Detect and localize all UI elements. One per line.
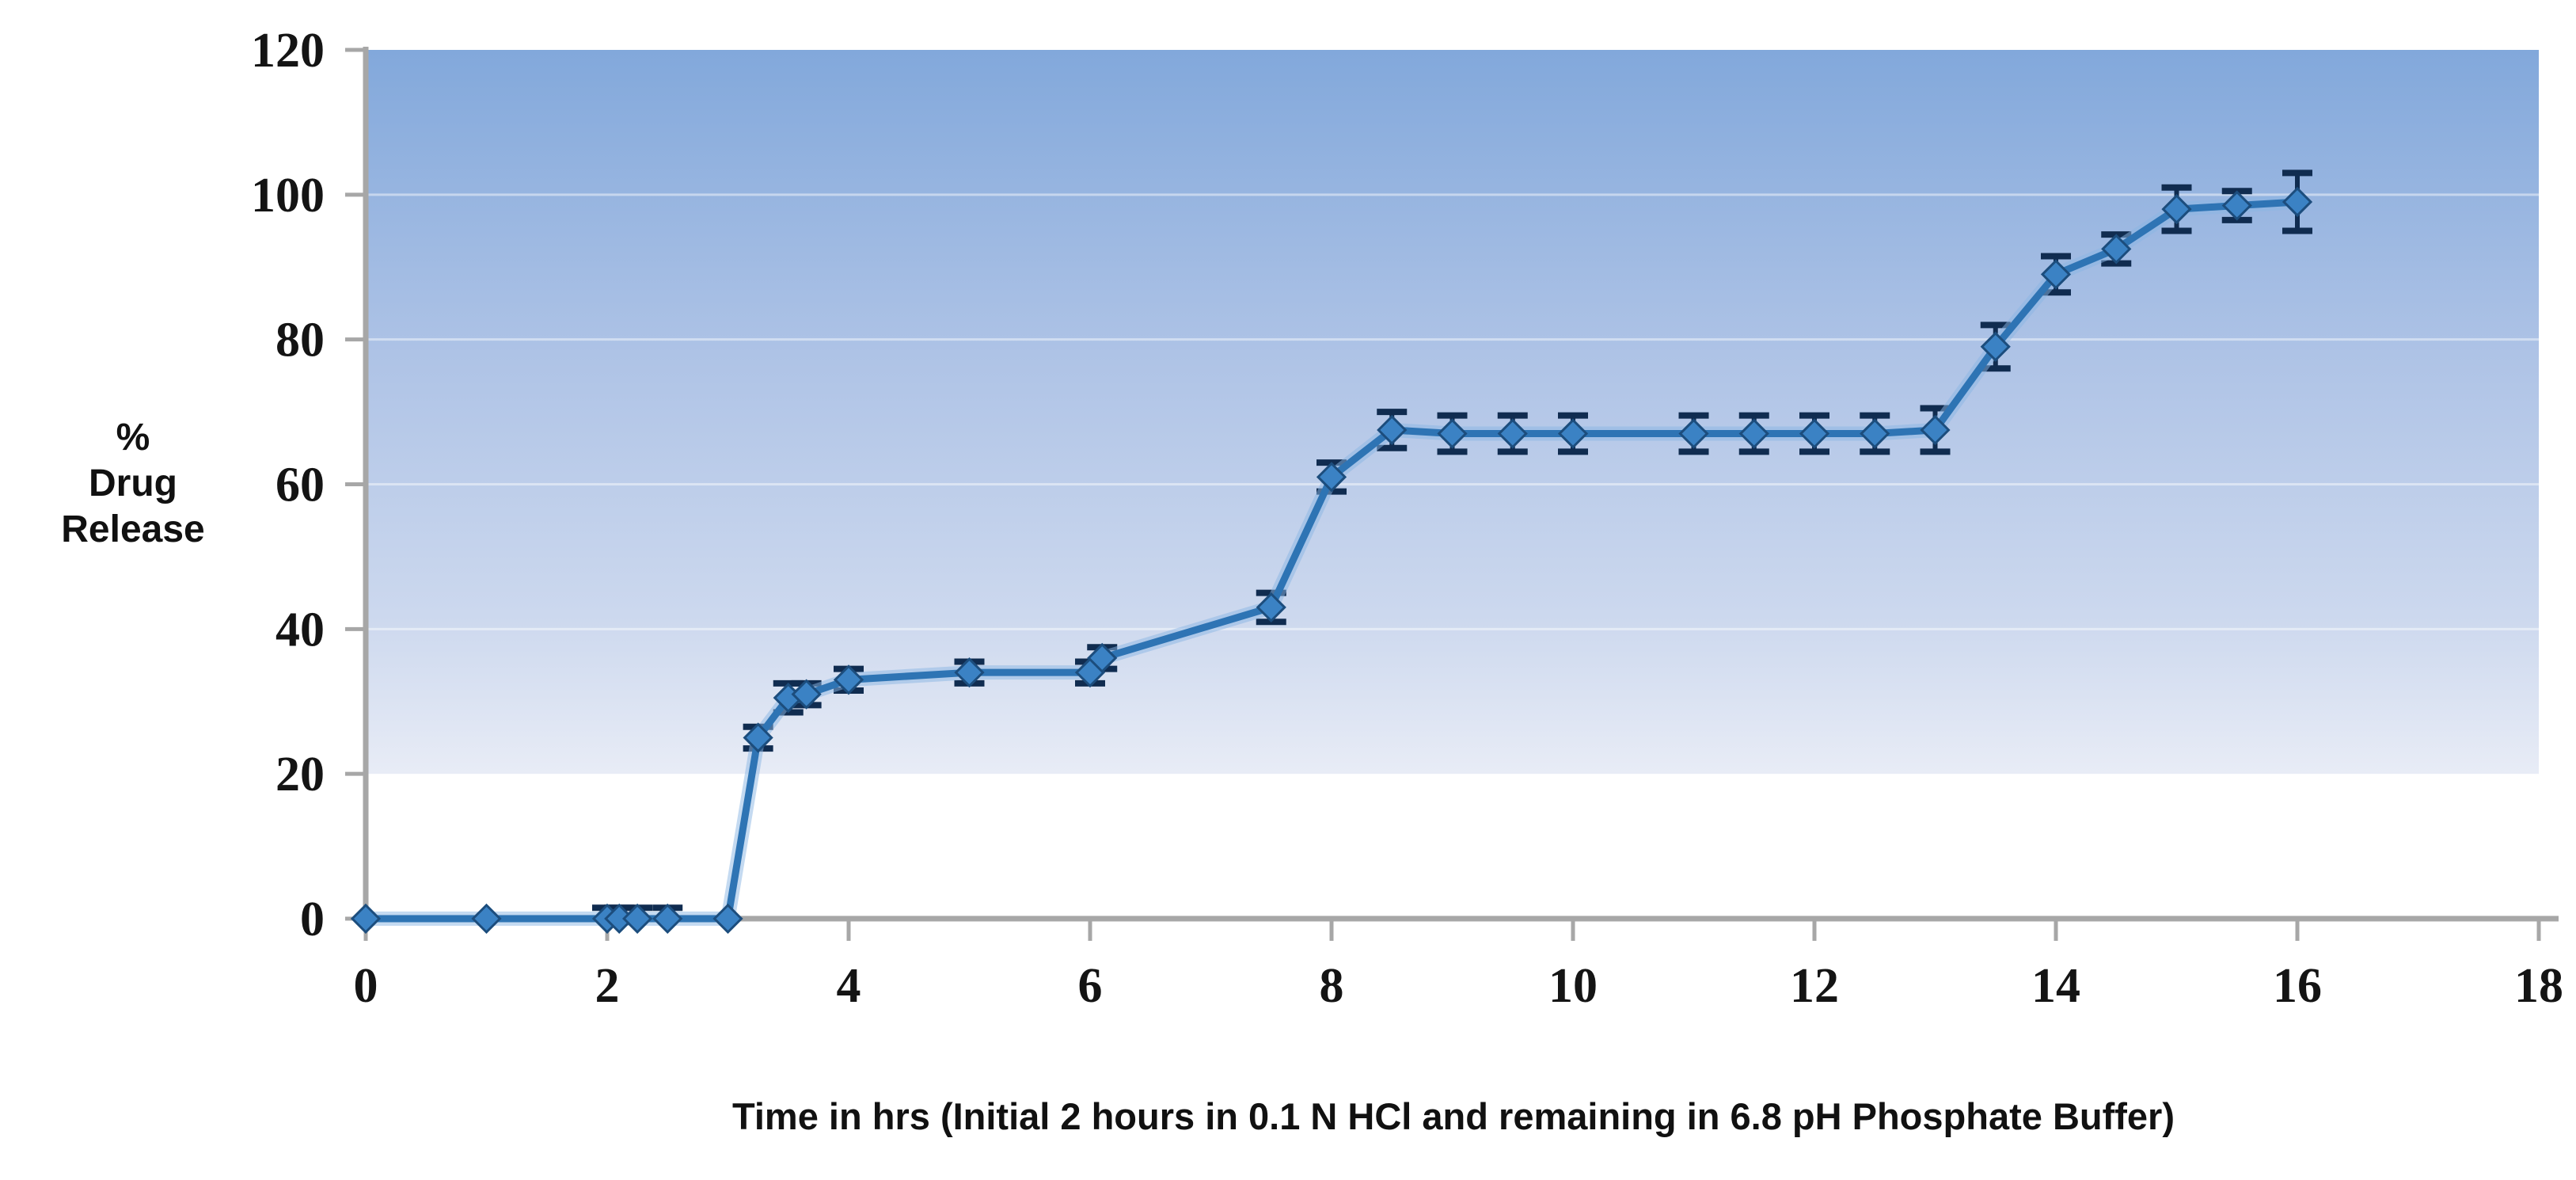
y-axis-title-line2: Drug xyxy=(89,462,177,504)
x-axis-title: Time in hrs (Initial 2 hours in 0.1 N HC… xyxy=(732,1095,2175,1137)
x-tick-label: 8 xyxy=(1320,959,1344,1013)
data-point-diamond xyxy=(712,903,743,934)
data-point-diamond xyxy=(1557,418,1589,449)
data-point-diamond xyxy=(1316,462,1347,493)
x-tick-label: 2 xyxy=(595,959,620,1013)
data-point-diamond xyxy=(833,664,864,695)
data-point-diamond xyxy=(1860,418,1890,449)
data-point-diamond xyxy=(791,679,822,710)
y-tick-label: 100 xyxy=(251,169,325,223)
y-axis-title-line3: Release xyxy=(61,508,205,550)
x-tick-label: 14 xyxy=(2031,959,2080,1013)
series-markers xyxy=(350,186,2313,934)
data-point-diamond xyxy=(1799,418,1830,449)
x-tick-label: 16 xyxy=(2273,959,2322,1013)
data-point-diamond xyxy=(743,722,773,753)
x-tick-label: 6 xyxy=(1078,959,1103,1013)
data-point-diamond xyxy=(622,903,653,934)
data-point-diamond xyxy=(954,657,985,688)
data-point-diamond xyxy=(1738,418,1769,449)
x-tick-label: 4 xyxy=(837,959,861,1013)
data-point-diamond xyxy=(1087,642,1118,674)
data-point-diamond xyxy=(1980,331,2011,362)
data-point-diamond xyxy=(1497,418,1528,449)
data-point-diamond xyxy=(1920,414,1951,446)
y-tick-label: 20 xyxy=(275,748,325,801)
x-tick-label: 10 xyxy=(1548,959,1598,1013)
y-tick-label: 0 xyxy=(300,893,325,946)
y-tick-label: 80 xyxy=(275,314,325,367)
data-point-diamond xyxy=(2161,193,2192,225)
data-point-diamond xyxy=(652,903,683,934)
x-tick-label: 18 xyxy=(2514,959,2563,1013)
data-point-diamond xyxy=(2282,186,2313,218)
data-point-diamond xyxy=(2101,234,2132,265)
x-tick-label: 12 xyxy=(1790,959,1839,1013)
data-point-diamond xyxy=(1377,414,1408,446)
data-point-diamond xyxy=(471,903,502,934)
data-point-diamond xyxy=(1437,418,1468,449)
data-point-diamond xyxy=(2040,259,2072,290)
data-point-diamond xyxy=(350,903,382,934)
y-axis-title: % Drug Release xyxy=(22,415,244,553)
x-tick-label: 0 xyxy=(354,959,378,1013)
y-tick-label: 40 xyxy=(275,603,325,657)
plot-area-gradient xyxy=(368,50,2539,775)
data-point-diamond xyxy=(1256,592,1286,623)
y-tick-label: 120 xyxy=(251,24,325,78)
y-axis-title-line1: % xyxy=(116,417,150,459)
data-point-diamond xyxy=(2221,190,2252,221)
y-tick-label: 60 xyxy=(275,459,325,512)
data-point-diamond xyxy=(1678,418,1709,449)
tick-labels: 0 20 40 60 80 100 120 0 2 4 6 8 10 12 14 16 18 xyxy=(251,24,2563,1013)
